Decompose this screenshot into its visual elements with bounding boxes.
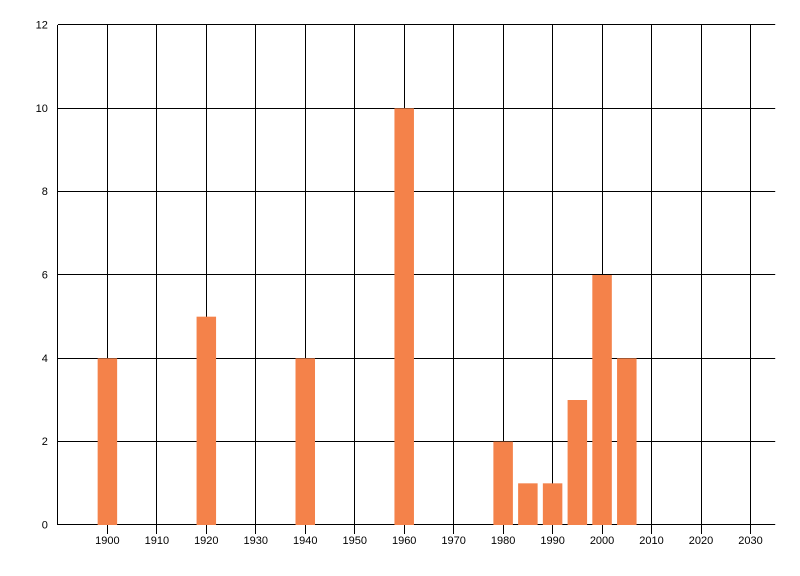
svg-text:8: 8 xyxy=(42,186,48,198)
svg-text:6: 6 xyxy=(42,270,48,282)
svg-text:1920: 1920 xyxy=(194,535,218,547)
svg-text:2030: 2030 xyxy=(738,535,762,547)
svg-text:1990: 1990 xyxy=(540,535,564,547)
svg-text:1900: 1900 xyxy=(95,535,119,547)
svg-text:1960: 1960 xyxy=(392,535,416,547)
svg-text:12: 12 xyxy=(36,20,48,32)
svg-text:2010: 2010 xyxy=(639,535,663,547)
svg-text:1970: 1970 xyxy=(441,535,465,547)
svg-text:0: 0 xyxy=(42,520,48,532)
svg-text:2020: 2020 xyxy=(689,535,713,547)
svg-text:1910: 1910 xyxy=(145,535,169,547)
svg-text:1980: 1980 xyxy=(491,535,515,547)
svg-text:4: 4 xyxy=(42,353,48,365)
svg-text:1940: 1940 xyxy=(293,535,317,547)
svg-text:1950: 1950 xyxy=(342,535,366,547)
svg-text:2000: 2000 xyxy=(590,535,614,547)
svg-text:2: 2 xyxy=(42,436,48,448)
svg-text:1930: 1930 xyxy=(244,535,268,547)
svg-text:10: 10 xyxy=(36,103,48,115)
